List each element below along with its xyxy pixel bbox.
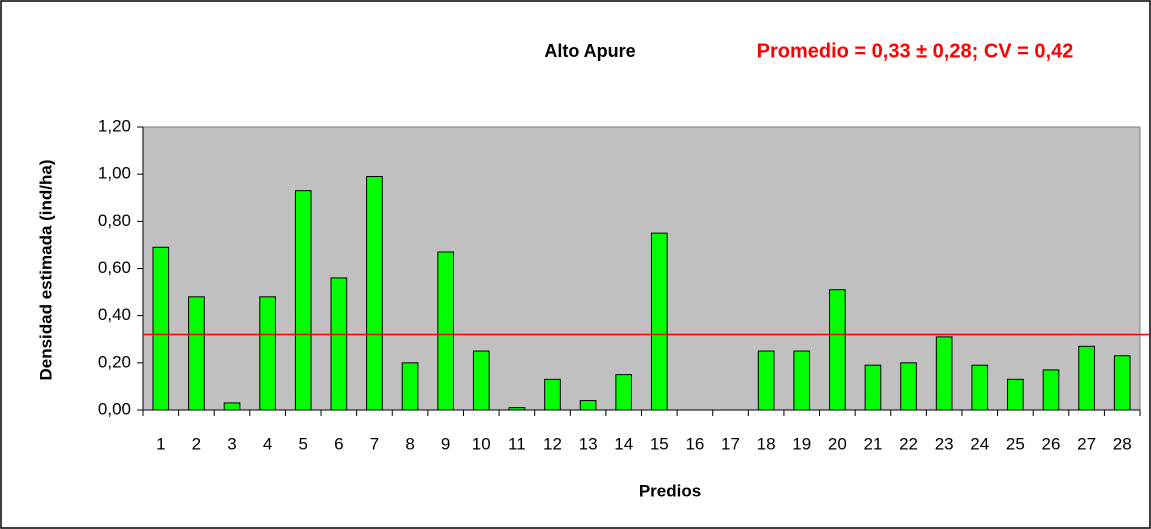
bar [1078,345,1095,411]
x-tick-label: 9 [441,434,450,453]
bar [971,364,989,411]
x-tick-label: 19 [792,434,811,453]
bar [650,232,668,411]
y-axis-label: Densidad estimada (ind/ha) [36,159,55,380]
bar [223,402,241,411]
x-tick-label: 1 [156,434,165,453]
bar [864,364,882,411]
bar [152,246,170,411]
bar [330,277,348,411]
bar [188,296,205,411]
x-tick-label: 22 [899,434,918,453]
chart-subtitle: Promedio = 0,33 ± 0,28; CV = 0,42 [757,40,1074,62]
x-tick-label: 3 [227,434,236,453]
x-tick-label: 7 [370,434,379,453]
y-tick-label: 0,60 [98,258,131,277]
x-tick-label: 4 [263,434,272,453]
bar [472,350,490,411]
x-tick-label: 20 [828,434,847,453]
bar [900,362,917,411]
x-tick-label: 28 [1113,434,1132,453]
x-tick-label: 23 [935,434,954,453]
x-tick-label: 21 [863,434,882,453]
y-tick-label: 1,00 [98,164,131,183]
y-tick-label: 0,00 [98,399,131,418]
x-tick-label: 27 [1077,434,1096,453]
y-tick-label: 0,40 [98,305,131,324]
y-tick-label: 0,20 [98,352,131,371]
bar [1113,355,1131,411]
bar [401,362,419,411]
bar [757,350,775,411]
x-tick-label: 5 [298,434,307,453]
x-tick-label: 18 [757,434,776,453]
x-tick-label: 2 [192,434,201,453]
bar [544,378,561,411]
x-tick-label: 10 [472,434,491,453]
x-tick-label: 12 [543,434,562,453]
bar [793,350,811,411]
plot-area [142,126,1141,411]
bar [294,190,312,411]
x-tick-label: 11 [508,434,526,453]
bar [1042,369,1060,411]
bar [366,176,383,411]
chart-title: Alto Apure [544,41,635,61]
bar [935,336,953,411]
x-tick-label: 15 [650,434,669,453]
y-tick-label: 1,20 [98,116,131,135]
x-tick-label: 26 [1042,434,1061,453]
bar [259,296,276,411]
y-tick-label: 0,80 [98,211,131,230]
x-tick-label: 16 [685,434,704,453]
x-tick-label: 25 [1006,434,1025,453]
bar [829,289,846,411]
bar [437,251,454,411]
x-tick-label: 17 [721,434,740,453]
bar [1007,378,1024,411]
bar [579,400,597,411]
bar [615,374,633,411]
x-tick-label: 13 [579,434,598,453]
x-axis-label: Predios [639,481,701,500]
x-tick-label: 24 [970,434,989,453]
x-tick-label: 14 [614,434,633,453]
x-tick-label: 8 [405,434,414,453]
x-tick-label: 6 [334,434,343,453]
